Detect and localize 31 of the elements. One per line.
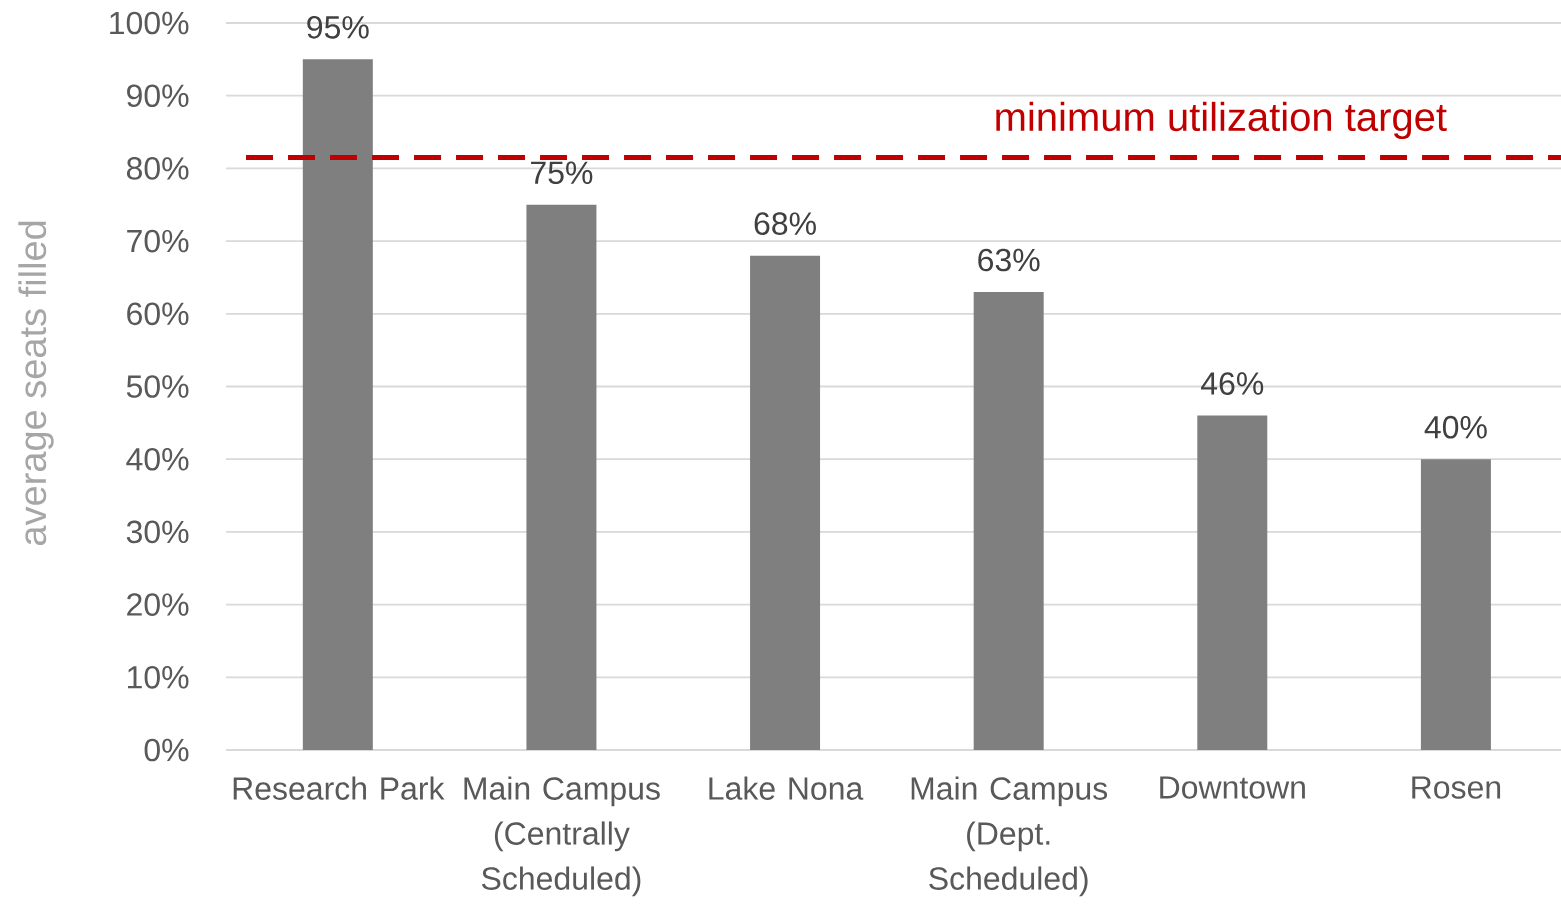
x-tick-label: Downtown [1160, 776, 1305, 799]
bar [1420, 459, 1491, 750]
y-tick-label: 30% [126, 520, 189, 544]
y-tick-label: 10% [128, 665, 189, 689]
y-tick-label: 40% [126, 447, 189, 471]
y-tick-label: 50% [126, 375, 189, 398]
x-tick-label: Lake Nona [709, 776, 864, 800]
y-tick-label: 90% [127, 84, 189, 108]
bar [1197, 415, 1268, 750]
x-tick-label: Main Campus (Dept. Scheduled) [911, 776, 1108, 897]
bar [750, 255, 821, 750]
y-tick-label: 0% [144, 738, 189, 762]
bar [302, 59, 373, 750]
x-tick-label: Main Campus (Centrally Scheduled) [464, 776, 660, 897]
bar [973, 291, 1044, 750]
data-label: 63% [978, 248, 1040, 272]
data-label: 40% [1424, 415, 1487, 439]
y-tick-label: 100% [110, 11, 189, 35]
data-label: 95% [307, 16, 369, 39]
y-tick-label: 20% [127, 593, 189, 616]
data-label: 68% [754, 212, 816, 235]
bar [526, 204, 597, 750]
data-label: 46% [1200, 372, 1264, 395]
y-tick-label: 60% [127, 302, 189, 326]
x-tick-label: Research Park [233, 776, 445, 800]
x-tick-label: Rosen [1412, 776, 1501, 799]
y-tick-label: 70% [127, 229, 189, 253]
data-label: 75% [531, 161, 593, 185]
y-axis-title: average seats filled [18, 221, 54, 545]
ref-line-label: minimum utilization target [996, 101, 1447, 140]
y-tick-label: 80% [126, 157, 189, 180]
